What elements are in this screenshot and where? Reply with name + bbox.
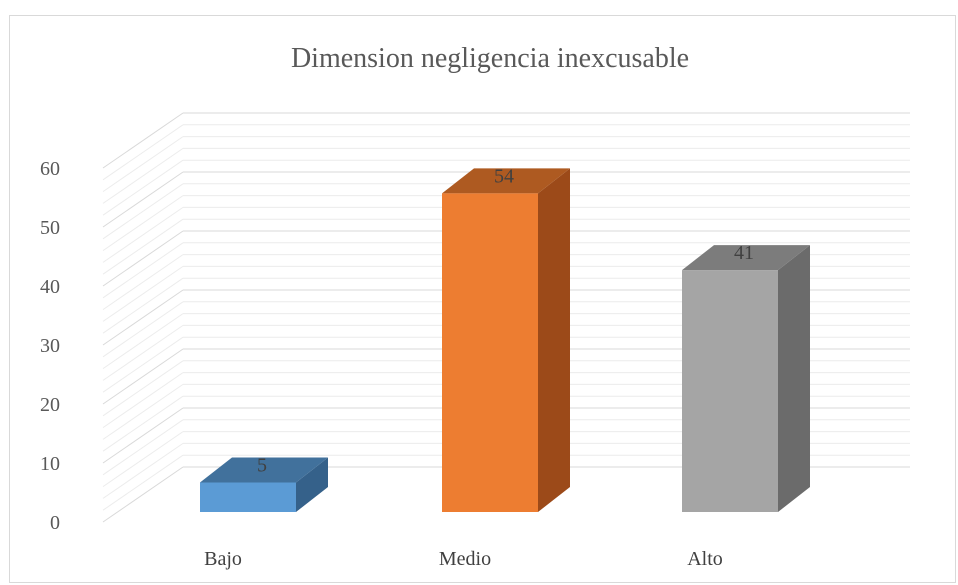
bar-side-face bbox=[296, 457, 328, 512]
bar-top-face bbox=[442, 168, 570, 194]
gridline-side bbox=[102, 171, 184, 228]
gridline-side bbox=[102, 242, 184, 299]
data-label: 5 bbox=[257, 455, 267, 477]
chart-title: Dimension negligencia inexcusable bbox=[291, 43, 689, 74]
data-label: 54 bbox=[494, 165, 514, 187]
gridline-side bbox=[102, 277, 184, 334]
y-tick-label: 30 bbox=[40, 335, 60, 357]
gridline-side bbox=[102, 206, 184, 263]
bar-front-face bbox=[200, 482, 296, 512]
gridline-side bbox=[102, 313, 184, 370]
y-tick-label: 60 bbox=[40, 158, 60, 180]
gridline-side bbox=[102, 454, 184, 511]
gridline-side bbox=[102, 431, 184, 488]
x-category-label: Medio bbox=[439, 548, 491, 570]
gridline-side bbox=[102, 466, 184, 523]
gridline-side bbox=[102, 442, 184, 499]
bar-front-face bbox=[682, 270, 778, 512]
bar-top-face bbox=[682, 245, 810, 271]
gridline-side bbox=[102, 301, 184, 358]
bar-side-face bbox=[778, 245, 810, 512]
y-tick-label: 20 bbox=[40, 394, 60, 416]
gridline-side bbox=[102, 265, 184, 322]
bars bbox=[200, 168, 810, 512]
gridline-side bbox=[102, 289, 184, 346]
bar-medio bbox=[442, 168, 570, 512]
gridline-side bbox=[102, 195, 184, 252]
bar-bajo bbox=[200, 457, 328, 512]
gridline-side bbox=[102, 407, 184, 464]
y-tick-label: 40 bbox=[40, 276, 60, 298]
gridline-side bbox=[102, 112, 184, 169]
bar-alto bbox=[682, 245, 810, 512]
gridline-side bbox=[102, 124, 184, 181]
y-tick-label: 0 bbox=[50, 512, 60, 534]
data-labels: 5 54 41 bbox=[257, 165, 754, 476]
bar-top-face bbox=[200, 457, 328, 483]
gridline-side bbox=[102, 336, 184, 393]
y-tick-label: 50 bbox=[40, 217, 60, 239]
gridline-side bbox=[102, 395, 184, 452]
x-axis-categories: Bajo Medio Alto bbox=[204, 548, 723, 570]
gridline-side bbox=[102, 372, 184, 429]
gridline-side bbox=[102, 230, 184, 287]
gridline-side bbox=[102, 383, 184, 440]
bar-front-face bbox=[442, 193, 538, 512]
gridline-side bbox=[102, 218, 184, 275]
gridline-side bbox=[102, 254, 184, 311]
gridline-side bbox=[102, 183, 184, 240]
gridline-side bbox=[102, 159, 184, 216]
gridline-side bbox=[102, 147, 184, 204]
gridline-side bbox=[102, 136, 184, 193]
bar-side-face bbox=[538, 168, 570, 512]
gridline-side bbox=[102, 419, 184, 476]
data-label: 41 bbox=[734, 242, 754, 264]
x-category-label: Alto bbox=[687, 548, 723, 570]
gridline-side bbox=[102, 324, 184, 381]
gridline-side bbox=[102, 360, 184, 417]
x-category-label: Bajo bbox=[204, 548, 242, 570]
gridline-side bbox=[102, 348, 184, 405]
y-tick-label: 10 bbox=[40, 453, 60, 475]
y-axis-ticks: 0 10 20 30 40 50 60 bbox=[40, 158, 60, 534]
